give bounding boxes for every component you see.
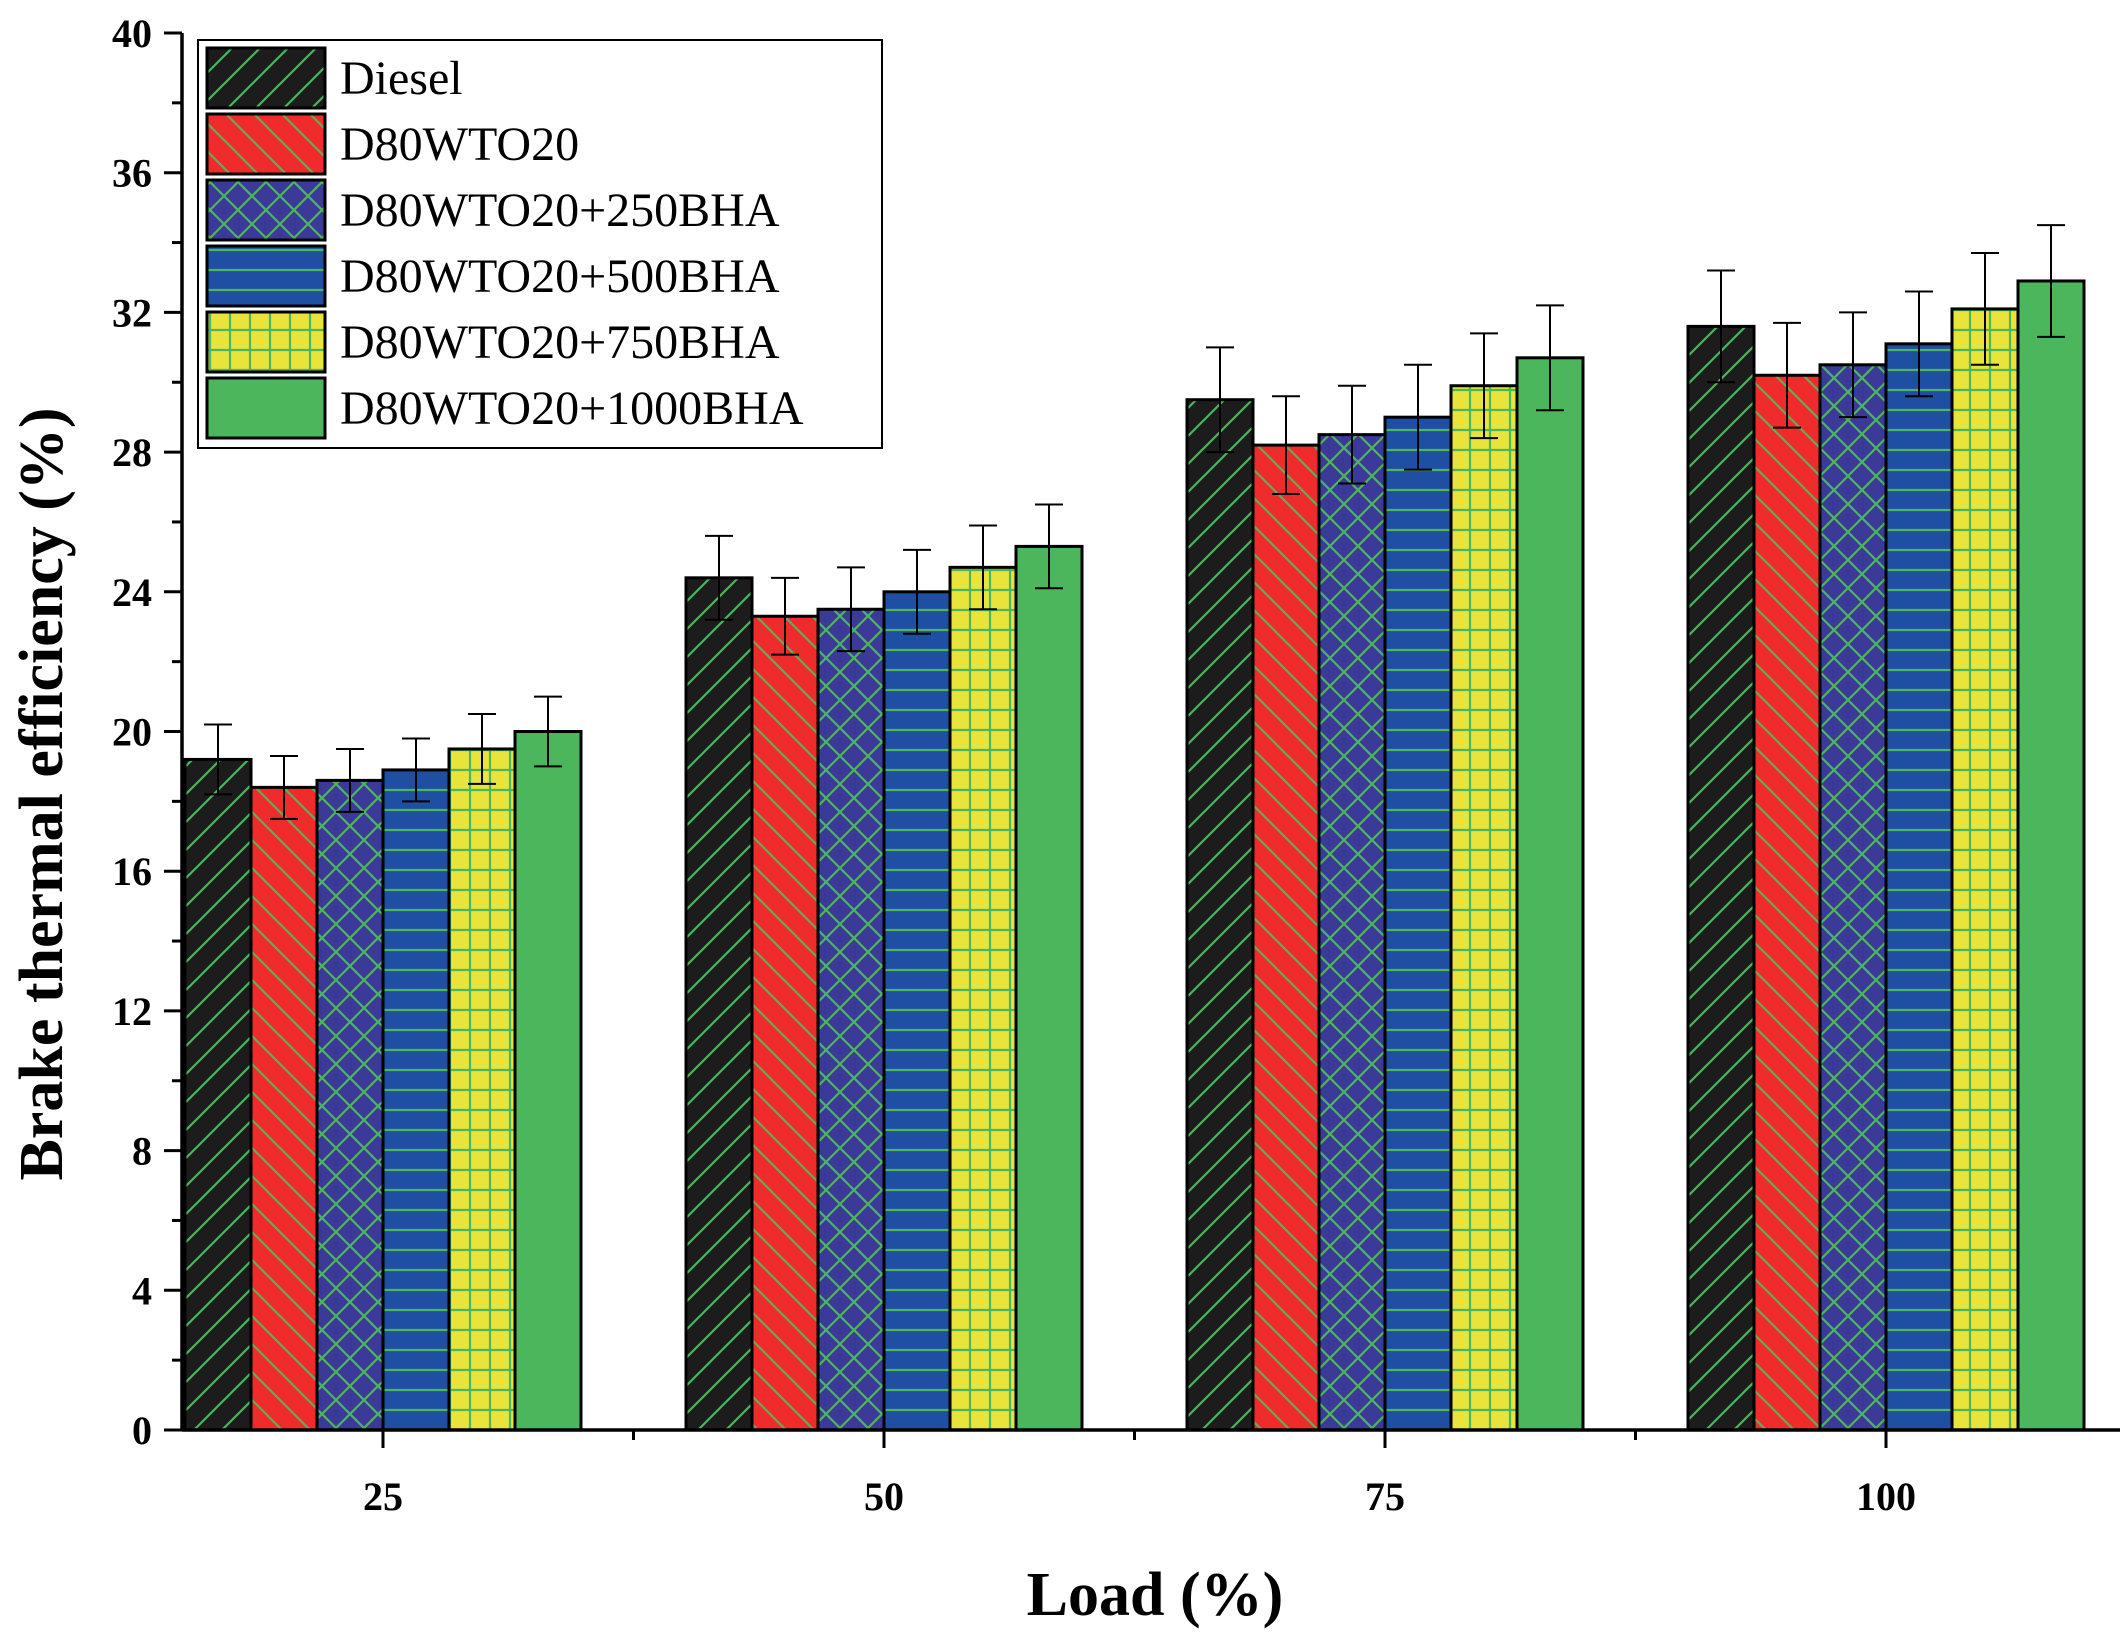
error-bar	[1404, 363, 1432, 471]
error-bar	[1272, 395, 1300, 496]
x-tick-label: 75	[1365, 1474, 1405, 1519]
bar	[513, 730, 583, 1432]
bar	[684, 576, 754, 1432]
bar	[1686, 324, 1756, 1432]
y-tick-label: 28	[112, 430, 152, 475]
bar	[948, 565, 1018, 1432]
error-bar	[903, 548, 931, 635]
bar	[1818, 363, 1888, 1432]
error-bar	[1773, 321, 1801, 429]
legend-label: D80WTO20+1000BHA	[340, 382, 804, 435]
error-bar	[1839, 311, 1867, 419]
error-bar	[468, 713, 496, 785]
error-bar	[837, 566, 865, 653]
y-tick-label: 32	[112, 290, 152, 335]
bar	[2016, 279, 2086, 1432]
bar	[882, 590, 952, 1432]
error-bar	[1536, 304, 1564, 412]
bars	[183, 279, 2086, 1432]
error-bar	[2037, 224, 2065, 338]
legend-item: D80WTO20+250BHA	[205, 178, 780, 242]
bar	[381, 768, 451, 1432]
legend-label: Diesel	[340, 52, 463, 105]
error-bars	[204, 224, 2065, 820]
bar	[183, 757, 253, 1432]
bar	[816, 607, 886, 1432]
y-axis-title: Brake thermal efficiency (%)	[8, 407, 76, 1180]
axes: 0 4 8 12 16 20 24 28 32 36 40 25 50 75 100	[112, 11, 2120, 1519]
bar	[1884, 342, 1954, 1432]
y-tick-label: 0	[132, 1408, 152, 1453]
legend-label: D80WTO20	[340, 118, 579, 171]
bar	[249, 785, 319, 1432]
legend-item: D80WTO20+750BHA	[205, 310, 780, 374]
x-tick-label: 25	[363, 1474, 403, 1519]
bar	[447, 747, 517, 1432]
x-tick-label: 100	[1856, 1474, 1916, 1519]
bar	[1251, 443, 1321, 1432]
y-tick-label: 4	[132, 1268, 152, 1313]
y-tick-label: 20	[112, 710, 152, 755]
error-bar	[969, 524, 997, 611]
bar	[1449, 384, 1519, 1432]
error-bar	[1206, 346, 1234, 454]
legend-swatch	[205, 244, 327, 308]
x-axis-title: Load (%)	[1027, 1561, 1284, 1629]
bar	[1515, 356, 1585, 1432]
legend-label: D80WTO20+500BHA	[340, 250, 780, 303]
error-bar	[402, 737, 430, 803]
legend-label: D80WTO20+750BHA	[340, 316, 780, 369]
legend-item: D80WTO20+1000BHA	[205, 376, 804, 440]
bar	[750, 614, 820, 1432]
bar	[1752, 373, 1822, 1432]
legend-swatch	[205, 376, 327, 440]
legend-item: D80WTO20	[205, 112, 579, 176]
legend-swatch	[205, 310, 327, 374]
legend: Diesel D80WTO20 D80WTO20+250BHA D80WTO20+50…	[197, 39, 883, 449]
legend-label: D80WTO20+250BHA	[340, 184, 780, 237]
error-bar	[1905, 290, 1933, 398]
bar	[315, 778, 385, 1432]
legend-item: Diesel	[205, 46, 463, 110]
error-bar	[336, 747, 364, 813]
x-tick-label: 50	[864, 1474, 904, 1519]
error-bar	[771, 576, 799, 656]
error-bar	[1035, 503, 1063, 590]
error-bar	[534, 695, 562, 768]
bar	[1185, 398, 1255, 1432]
error-bar	[204, 723, 232, 796]
y-tick-label: 24	[112, 570, 152, 615]
error-bar	[1470, 332, 1498, 440]
y-tick-label: 12	[112, 989, 152, 1034]
error-bar	[270, 754, 298, 820]
y-tick-label: 8	[132, 1129, 152, 1174]
bar	[1317, 433, 1387, 1432]
legend-swatch	[205, 46, 327, 110]
legend-swatch	[205, 178, 327, 242]
error-bar	[705, 534, 733, 621]
error-bar	[1971, 252, 1999, 366]
bar	[1014, 544, 1084, 1432]
bar	[1383, 415, 1453, 1432]
legend-item: D80WTO20+500BHA	[205, 244, 780, 308]
y-tick-label: 40	[112, 11, 152, 56]
bar	[1950, 307, 2020, 1432]
y-tick-label: 36	[112, 151, 152, 196]
error-bar	[1707, 269, 1735, 384]
legend-swatch	[205, 112, 327, 176]
error-bar	[1338, 384, 1366, 485]
y-tick-label: 16	[112, 849, 152, 894]
